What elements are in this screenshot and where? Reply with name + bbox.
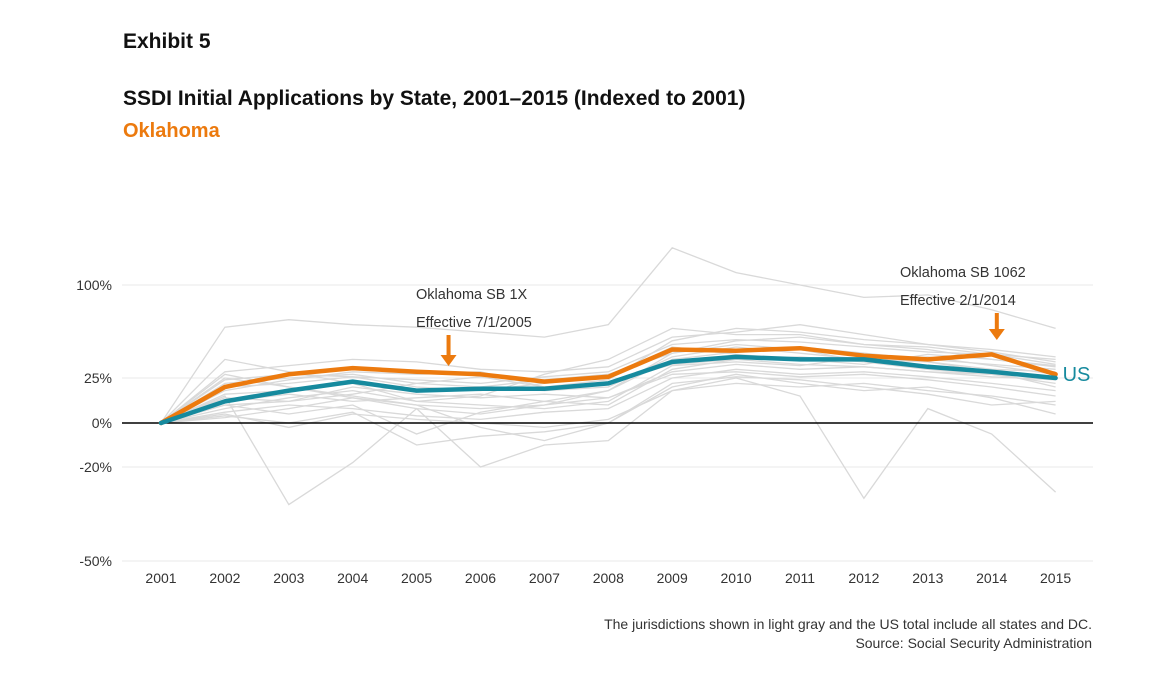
us-series-line (158, 354, 1058, 426)
footnote-source: Source: Social Security Administration (855, 635, 1092, 651)
annotation-label: Effective 7/1/2005 (416, 315, 532, 331)
y-tick-label: 25% (84, 370, 112, 386)
chart-subtitle: Oklahoma (123, 120, 220, 142)
x-tick-label: 2008 (593, 570, 624, 586)
footnote-scope: The jurisdictions shown in light gray an… (604, 616, 1092, 632)
annotation-label: Oklahoma SB 1X (416, 287, 528, 303)
x-tick-label: 2002 (209, 570, 240, 586)
x-tick-label: 2006 (465, 570, 496, 586)
oklahoma-series-line (158, 345, 1058, 426)
x-tick-label: 2014 (976, 570, 1007, 586)
state-series-line (160, 338, 1056, 424)
state-series-line (160, 247, 1056, 424)
chart-title: SSDI Initial Applications by State, 2001… (123, 87, 746, 110)
y-tick-label: 100% (76, 277, 112, 293)
x-tick-label: 2011 (785, 570, 815, 586)
x-tick-label: 2013 (912, 570, 943, 586)
x-tick-label: 2003 (273, 570, 304, 586)
annotation-arrow-icon (440, 355, 457, 366)
x-tick-label: 2001 (145, 570, 176, 586)
x-tick-label: 2012 (848, 570, 879, 586)
state-series-line (160, 327, 1056, 424)
state-series-line (160, 324, 1056, 424)
x-tick-label: 2007 (529, 570, 560, 586)
state-series-line (160, 368, 1056, 424)
x-tick-label: 2009 (657, 570, 688, 586)
x-tick-label: 2015 (1040, 570, 1071, 586)
annotation-label: Oklahoma SB 1062 (900, 265, 1026, 281)
y-tick-label: -20% (79, 459, 112, 475)
annotation-label: Effective 2/1/2014 (900, 293, 1016, 309)
us-end-label: US (1063, 364, 1091, 386)
exhibit-label: Exhibit 5 (123, 30, 211, 53)
annotation-arrow-icon (988, 329, 1005, 340)
y-tick-label: 0% (92, 415, 112, 431)
y-tick-label: -50% (79, 553, 112, 569)
x-tick-label: 2010 (721, 570, 752, 586)
footnote: The jurisdictions shown in light gray an… (604, 615, 1092, 653)
x-tick-label: 2005 (401, 570, 432, 586)
state-series-line (160, 356, 1056, 435)
state-series-line (160, 377, 1057, 506)
x-tick-label: 2004 (337, 570, 368, 586)
